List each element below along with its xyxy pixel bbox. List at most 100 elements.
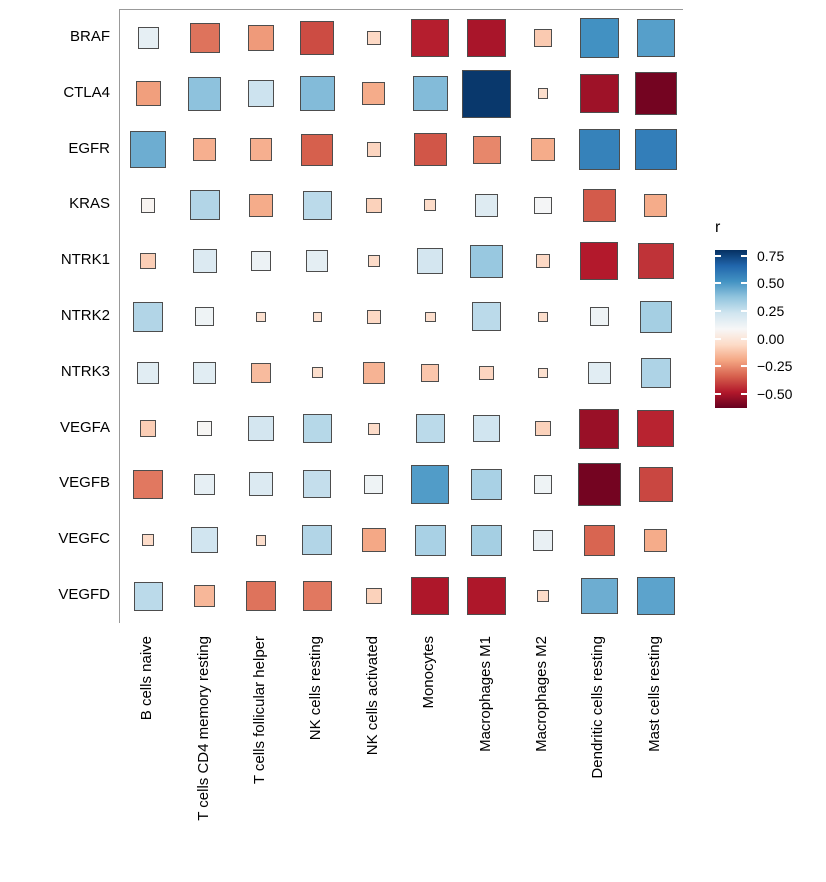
heatmap-cell — [289, 568, 347, 624]
correlation-square — [302, 581, 333, 611]
correlation-square — [362, 82, 386, 106]
heatmap-cell — [345, 121, 403, 179]
heatmap-cell — [627, 456, 684, 514]
row-label: KRAS — [69, 195, 110, 213]
correlation-square — [578, 128, 621, 171]
heatmap-cell — [627, 121, 684, 179]
column-label: Dendritic cells resting — [589, 636, 607, 779]
heatmap-cell — [514, 177, 573, 235]
heatmap-cell — [402, 512, 460, 570]
column-label: B cells naive — [138, 636, 156, 721]
correlation-square — [362, 361, 385, 384]
heatmap-cell — [120, 568, 178, 624]
row-label: VEGFC — [58, 530, 110, 548]
correlation-square — [412, 76, 448, 112]
correlation-square — [579, 408, 620, 449]
legend-title: r — [715, 219, 721, 236]
heatmap-cell — [627, 177, 684, 235]
legend-tick-label: 0.50 — [757, 275, 785, 292]
correlation-square — [411, 19, 449, 57]
heatmap-cell — [571, 65, 629, 123]
heatmap-cell — [627, 568, 684, 624]
heatmap-cell — [458, 121, 516, 179]
correlation-square — [474, 193, 499, 217]
heatmap-cell — [627, 10, 684, 67]
heatmap-cell — [345, 400, 403, 458]
heatmap-cell — [120, 456, 178, 514]
correlation-square — [471, 468, 503, 500]
correlation-square — [536, 589, 550, 603]
correlation-square — [579, 18, 620, 58]
column-label: T cells CD4 memory resting — [194, 636, 212, 821]
correlation-square — [644, 193, 668, 217]
legend-tick-mark — [715, 309, 721, 312]
correlation-square — [583, 524, 616, 556]
legend-tick-mark — [715, 282, 721, 285]
correlation-square — [467, 576, 506, 616]
heatmap-cell — [458, 568, 516, 624]
heatmap-cell — [345, 65, 403, 123]
correlation-square — [300, 76, 335, 112]
legend-tick-mark — [715, 254, 721, 257]
correlation-square — [367, 310, 381, 324]
heatmap-cell — [571, 233, 629, 291]
heatmap-cell — [402, 568, 460, 624]
heatmap-cell — [571, 512, 629, 570]
correlation-square — [531, 137, 555, 162]
correlation-square — [248, 25, 274, 51]
row-label: NTRK2 — [60, 307, 110, 324]
heatmap-cell — [571, 568, 629, 624]
correlation-square — [411, 465, 450, 504]
heatmap-cell — [176, 512, 234, 570]
heatmap-cell — [176, 289, 234, 346]
heatmap-cell — [176, 456, 234, 514]
legend-tick-label: 0.00 — [757, 330, 785, 347]
correlation-square — [306, 250, 329, 273]
correlation-square — [133, 301, 164, 332]
correlation-square — [538, 368, 548, 378]
heatmap-cell — [571, 289, 629, 346]
correlation-square — [534, 196, 552, 215]
heatmap-cell — [120, 400, 178, 458]
correlation-square — [193, 473, 216, 496]
correlation-square — [366, 588, 382, 604]
legend-tick-mark — [741, 282, 747, 285]
correlation-square — [366, 142, 382, 157]
heatmap-cell — [345, 289, 403, 346]
correlation-square — [135, 81, 161, 107]
correlation-square — [245, 581, 276, 612]
heatmap-cell — [514, 289, 573, 346]
heatmap-cell — [345, 233, 403, 291]
correlation-square — [196, 420, 213, 437]
correlation-square — [303, 470, 332, 499]
heatmap-cell — [458, 456, 516, 514]
correlation-square — [417, 248, 444, 275]
heatmap-cell — [458, 512, 516, 570]
correlation-square — [462, 69, 511, 118]
correlation-square — [578, 463, 621, 506]
heatmap-cell — [176, 177, 234, 235]
correlation-square — [137, 27, 159, 49]
heatmap-cell — [176, 10, 234, 67]
correlation-square — [136, 361, 160, 385]
row-label: NTRK3 — [60, 362, 110, 380]
correlation-square — [300, 21, 335, 55]
heatmap-cell — [571, 456, 629, 514]
heatmap-cell — [120, 10, 178, 67]
correlation-square — [589, 307, 609, 327]
correlation-square — [640, 357, 672, 389]
heatmap-cell — [402, 10, 460, 67]
column-label: NK cells activated — [363, 636, 381, 756]
correlation-square — [249, 472, 273, 497]
heatmap-cell — [232, 233, 291, 291]
correlation-square — [195, 307, 215, 327]
correlation-square — [533, 474, 553, 494]
heatmap-cell — [627, 512, 684, 570]
row-label: VEGFD — [58, 586, 110, 604]
correlation-square — [532, 530, 554, 551]
heatmap-cell — [120, 121, 178, 179]
correlation-square — [473, 415, 500, 442]
legend-tick-label: 0.75 — [757, 247, 785, 264]
row-label: BRAF — [69, 27, 110, 45]
